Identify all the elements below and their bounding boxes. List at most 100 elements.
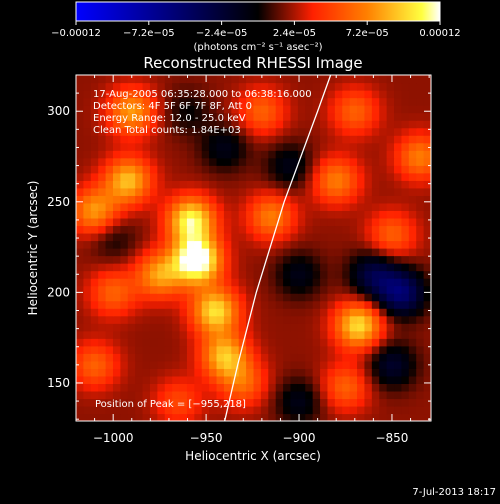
heatmap-cell: [349, 375, 358, 384]
heatmap-cell: [76, 315, 84, 324]
heatmap-cell: [394, 285, 403, 294]
heatmap-cell: [105, 210, 114, 219]
heatmap-cell: [112, 165, 121, 174]
heatmap-cell: [260, 202, 269, 211]
heatmap-cell: [342, 263, 351, 272]
heatmap-cell: [334, 285, 343, 294]
heatmap-cell: [112, 75, 121, 84]
heatmap-cell: [149, 187, 158, 196]
heatmap-cell: [320, 157, 329, 166]
heatmap-cell: [416, 285, 425, 294]
heatmap-cell: [290, 323, 299, 332]
heatmap-cell: [112, 135, 121, 144]
heatmap-cell: [394, 150, 403, 159]
heatmap-cell: [290, 293, 299, 302]
heatmap-cell: [416, 172, 425, 181]
heatmap-cell: [194, 195, 203, 204]
heatmap-cell: [268, 330, 277, 339]
heatmap-cell: [394, 112, 403, 121]
annotation-energy: Energy Range: 12.0 - 25.0 keV: [93, 113, 246, 124]
heatmap-cell: [223, 270, 232, 279]
heatmap-cell: [83, 127, 92, 136]
heatmap-cell: [357, 383, 366, 392]
heatmap-cell: [135, 338, 144, 347]
heatmap-cell: [290, 368, 299, 377]
heatmap-cell: [98, 255, 107, 264]
heatmap-cell: [349, 217, 358, 227]
heatmap-cell: [223, 345, 232, 354]
heatmap-cell: [157, 375, 166, 384]
heatmap-cell: [201, 82, 210, 91]
heatmap-cell: [379, 375, 388, 384]
heatmap-cell: [379, 127, 388, 136]
heatmap-cell: [142, 308, 151, 317]
heatmap-cell: [172, 405, 181, 415]
heatmap-cell: [157, 368, 166, 377]
heatmap-cell: [164, 293, 173, 302]
heatmap-cell: [260, 270, 269, 279]
heatmap-cell: [105, 368, 114, 377]
heatmap-cell: [76, 105, 84, 114]
colorbar-tick-label: 0.00012: [419, 28, 460, 39]
heatmap-cell: [253, 338, 262, 347]
heatmap-cell: [186, 270, 195, 279]
heatmap-cell: [179, 368, 188, 377]
heatmap-cell: [305, 157, 314, 166]
heatmap-cell: [357, 172, 366, 181]
heatmap-cell: [423, 323, 431, 332]
heatmap-cell: [334, 263, 343, 272]
heatmap-cell: [201, 278, 210, 287]
heatmap-cell: [394, 210, 403, 219]
heatmap-cell: [423, 210, 431, 219]
heatmap-cell: [172, 353, 181, 362]
heatmap-cell: [127, 375, 136, 384]
heatmap-cell: [127, 330, 136, 339]
heatmap-cell: [357, 353, 366, 362]
heatmap-cell: [223, 375, 232, 384]
heatmap-cell: [408, 360, 417, 369]
heatmap-cell: [209, 255, 218, 264]
heatmap-cell: [112, 97, 121, 106]
heatmap-cell: [231, 285, 240, 294]
heatmap-cell: [416, 270, 425, 279]
y-tick-label: 250: [47, 195, 70, 209]
heatmap-cell: [253, 383, 262, 392]
heatmap-cell: [179, 225, 188, 234]
heatmap-cell: [305, 405, 314, 415]
heatmap-cell: [105, 90, 114, 99]
heatmap-cell: [135, 263, 144, 272]
heatmap-cell: [290, 142, 299, 151]
heatmap-cell: [334, 232, 343, 242]
heatmap-cell: [157, 90, 166, 99]
heatmap-cell: [290, 300, 299, 309]
heatmap-cell: [379, 105, 388, 114]
heatmap-cell: [149, 413, 158, 421]
heatmap-cell: [157, 323, 166, 332]
heatmap-cell: [127, 217, 136, 227]
heatmap-cell: [408, 375, 417, 384]
heatmap-cell: [98, 187, 107, 196]
heatmap-cell: [423, 353, 431, 362]
heatmap-cell: [305, 142, 314, 151]
heatmap-cell: [275, 308, 284, 317]
heatmap-cell: [320, 232, 329, 242]
heatmap-cell: [127, 353, 136, 362]
heatmap-cell: [149, 390, 158, 400]
heatmap-cell: [246, 150, 255, 159]
heatmap-cell: [297, 180, 306, 189]
heatmap-cell: [201, 240, 210, 249]
heatmap-cell: [105, 300, 114, 309]
heatmap-cell: [297, 75, 306, 84]
heatmap-cell: [157, 180, 166, 189]
heatmap-cell: [327, 150, 336, 159]
heatmap-cell: [112, 180, 121, 189]
heatmap-cell: [394, 390, 403, 400]
heatmap-cell: [283, 360, 292, 369]
heatmap-cell: [408, 225, 417, 234]
heatmap-cell: [201, 127, 210, 136]
heatmap-cell: [186, 135, 195, 144]
heatmap-cell: [290, 375, 299, 384]
heatmap-cell: [253, 278, 262, 287]
heatmap-cell: [238, 90, 247, 99]
heatmap-cell: [172, 97, 181, 106]
